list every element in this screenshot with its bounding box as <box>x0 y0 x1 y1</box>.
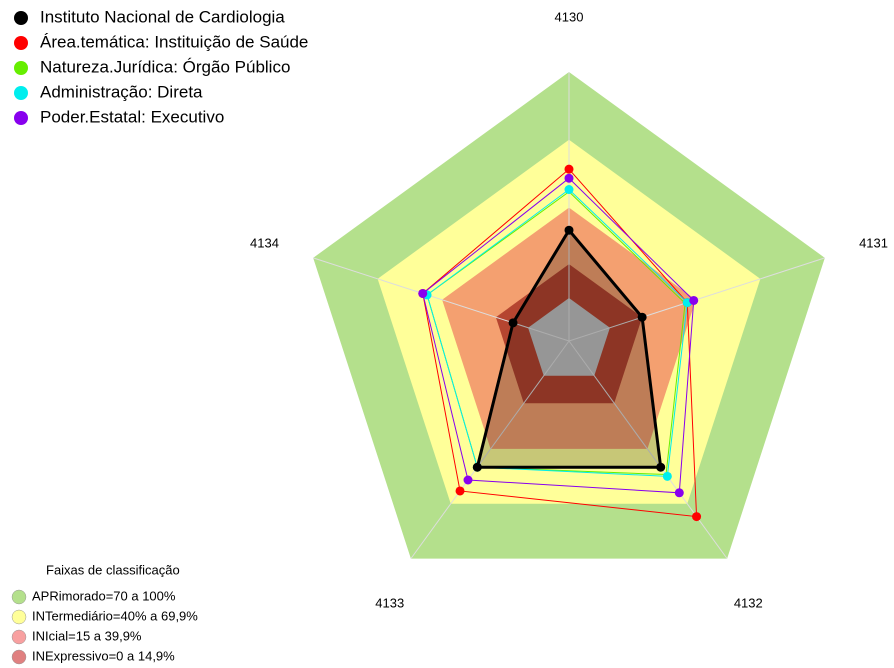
marker <box>656 462 666 472</box>
legend-marker <box>14 86 28 100</box>
series-line <box>422 168 698 518</box>
marker <box>418 288 428 298</box>
marker <box>455 486 465 496</box>
series-line <box>426 188 688 477</box>
band-legend-marker <box>11 649 27 665</box>
legend-marker <box>14 36 28 50</box>
spoke <box>410 340 570 559</box>
legend-marker <box>14 11 28 25</box>
series-line <box>475 227 663 469</box>
marker <box>472 462 482 472</box>
band-legend-marker <box>11 629 27 645</box>
axis-label: 4131 <box>859 235 888 250</box>
marker <box>463 475 473 485</box>
axis-label: 4134 <box>250 235 279 250</box>
axis-label: 4130 <box>555 9 584 24</box>
marker <box>662 471 672 481</box>
band-legend-label: APRimorado=70 a 100% <box>32 588 176 603</box>
legend-label: Administração: Direta <box>40 82 203 101</box>
spoke <box>568 340 728 559</box>
marker <box>637 312 647 322</box>
axis-label: 4132 <box>734 595 763 610</box>
marker <box>564 164 574 174</box>
marker <box>564 173 574 183</box>
marker <box>508 318 518 328</box>
bands-title: Faixas de classificação <box>46 562 180 577</box>
band-legend-marker <box>11 589 27 605</box>
legend-marker <box>14 61 28 75</box>
band-legend-label: INTermediário=40% a 69,9% <box>32 608 198 623</box>
band-legend-marker <box>11 609 27 625</box>
series-line <box>422 177 695 494</box>
marker <box>674 488 684 498</box>
legend-marker <box>14 111 28 125</box>
marker <box>564 185 574 195</box>
marker <box>689 295 699 305</box>
spoke <box>313 257 570 342</box>
axis-label: 4133 <box>375 595 404 610</box>
legend-label: Natureza.Jurídica: Órgão Público <box>40 57 290 76</box>
band-legend-label: INExpressivo=0 a 14,9% <box>32 648 175 663</box>
legend-label: Instituto Nacional de Cardiologia <box>40 7 285 26</box>
legend-label: Área.temática: Instituição de Saúde <box>40 32 308 51</box>
marker <box>692 512 702 522</box>
band-legend-label: INIcial=15 a 39,9% <box>32 628 142 643</box>
legend-label: Poder.Estatal: Executivo <box>40 107 224 126</box>
marker <box>564 225 574 235</box>
